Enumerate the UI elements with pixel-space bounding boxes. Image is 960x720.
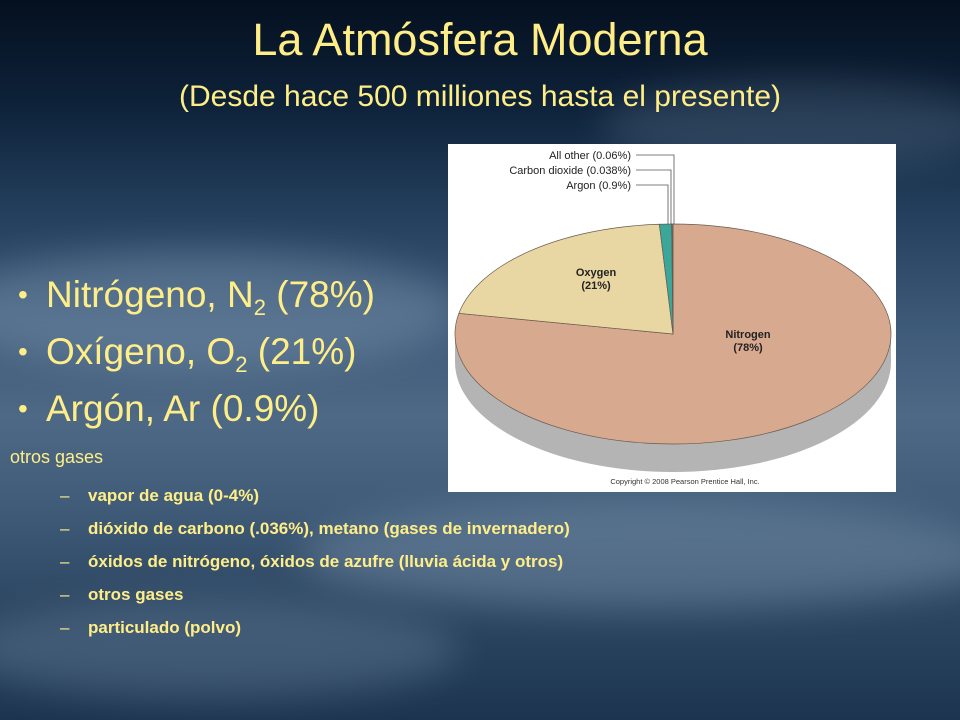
- slice-value-nitrogen: (78%): [733, 342, 763, 354]
- sub-bullet-text: vapor de agua (0-4%): [88, 486, 259, 505]
- bullet-subscript: 2: [235, 352, 248, 377]
- sub-bullet-item: – óxidos de nitrógeno, óxidos de azufre (…: [60, 550, 680, 574]
- copyright-text: Copyright © 2008 Pearson Prentice Hall, …: [610, 477, 759, 486]
- slide-subtitle: (Desde hace 500 milliones hasta el prese…: [178, 80, 781, 113]
- slice-value-oxygen: (21%): [581, 280, 611, 292]
- atmosphere-pie-chart: All other (0.06%) Carbon dioxide (0.038%…: [448, 144, 896, 492]
- slice-oxygen: [458, 223, 674, 335]
- bullet-rest: (78%): [265, 274, 375, 315]
- dash-marker: –: [60, 552, 70, 571]
- bullet-item-nitrogen: • Nitrógeno, N2 (78%): [18, 266, 375, 323]
- sub-bullet-list: – vapor de agua (0-4%) – dióxido de carbon…: [60, 484, 680, 649]
- callout-line: [636, 154, 675, 224]
- sub-bullet-text: otros gases: [88, 585, 184, 604]
- bullet-rest: (21%): [247, 331, 357, 372]
- sub-bullet-item: – otros gases: [60, 583, 680, 607]
- callout-label-argon: Argon (0.9%): [566, 180, 631, 192]
- main-bullet-list: • Nitrógeno, N2 (78%) • Oxígeno, O2 (21%) …: [18, 266, 375, 437]
- bullet-text: Oxígeno, O: [46, 331, 236, 372]
- callout-label-carbon-dioxide: Carbon dioxide (0.038%): [509, 165, 631, 177]
- slice-all-other: [671, 223, 674, 335]
- sub-bullet-item: – dióxido de carbono (.036%), metano (gas…: [60, 517, 680, 541]
- callout-lines: [636, 154, 675, 224]
- bullet-text: Nitrógeno, N: [46, 274, 254, 315]
- dash-marker: –: [60, 585, 70, 604]
- bullet-dot: •: [18, 279, 28, 310]
- dash-marker: –: [60, 519, 70, 538]
- sub-bullet-text: particulado (polvo): [88, 618, 241, 637]
- bullet-item-argon: • Argón, Ar (0.9%): [18, 380, 375, 437]
- bullet-item-oxygen: • Oxígeno, O2 (21%): [18, 323, 375, 380]
- callout-line: [636, 169, 672, 224]
- slice-label-nitrogen: Nitrogen: [725, 329, 771, 341]
- bullet-text: Argón, Ar (0.9%): [46, 388, 320, 429]
- sub-bullet-item: – particulado (polvo): [60, 616, 680, 640]
- dash-marker: –: [60, 486, 70, 505]
- otros-gases-label: otros gases: [10, 447, 104, 467]
- slice-label-oxygen: Oxygen: [576, 267, 617, 279]
- pie-slices: [454, 223, 892, 445]
- callout-line: [636, 184, 669, 224]
- dash-marker: –: [60, 618, 70, 637]
- callout-label-all-other: All other (0.06%): [549, 150, 631, 162]
- sub-bullet-text: óxidos de nitrógeno, óxidos de azufre (l…: [88, 552, 564, 571]
- sub-bullet-item: – vapor de agua (0-4%): [60, 484, 680, 508]
- bullet-subscript: 2: [253, 295, 266, 320]
- slide-title: La Atmósfera Moderna: [252, 14, 708, 65]
- sub-bullet-text: dióxido de carbono (.036%), metano (gase…: [88, 519, 570, 538]
- pie-chart-svg: All other (0.06%) Carbon dioxide (0.038%…: [454, 150, 892, 486]
- bullet-dot: •: [18, 336, 28, 367]
- bullet-dot: •: [18, 393, 28, 424]
